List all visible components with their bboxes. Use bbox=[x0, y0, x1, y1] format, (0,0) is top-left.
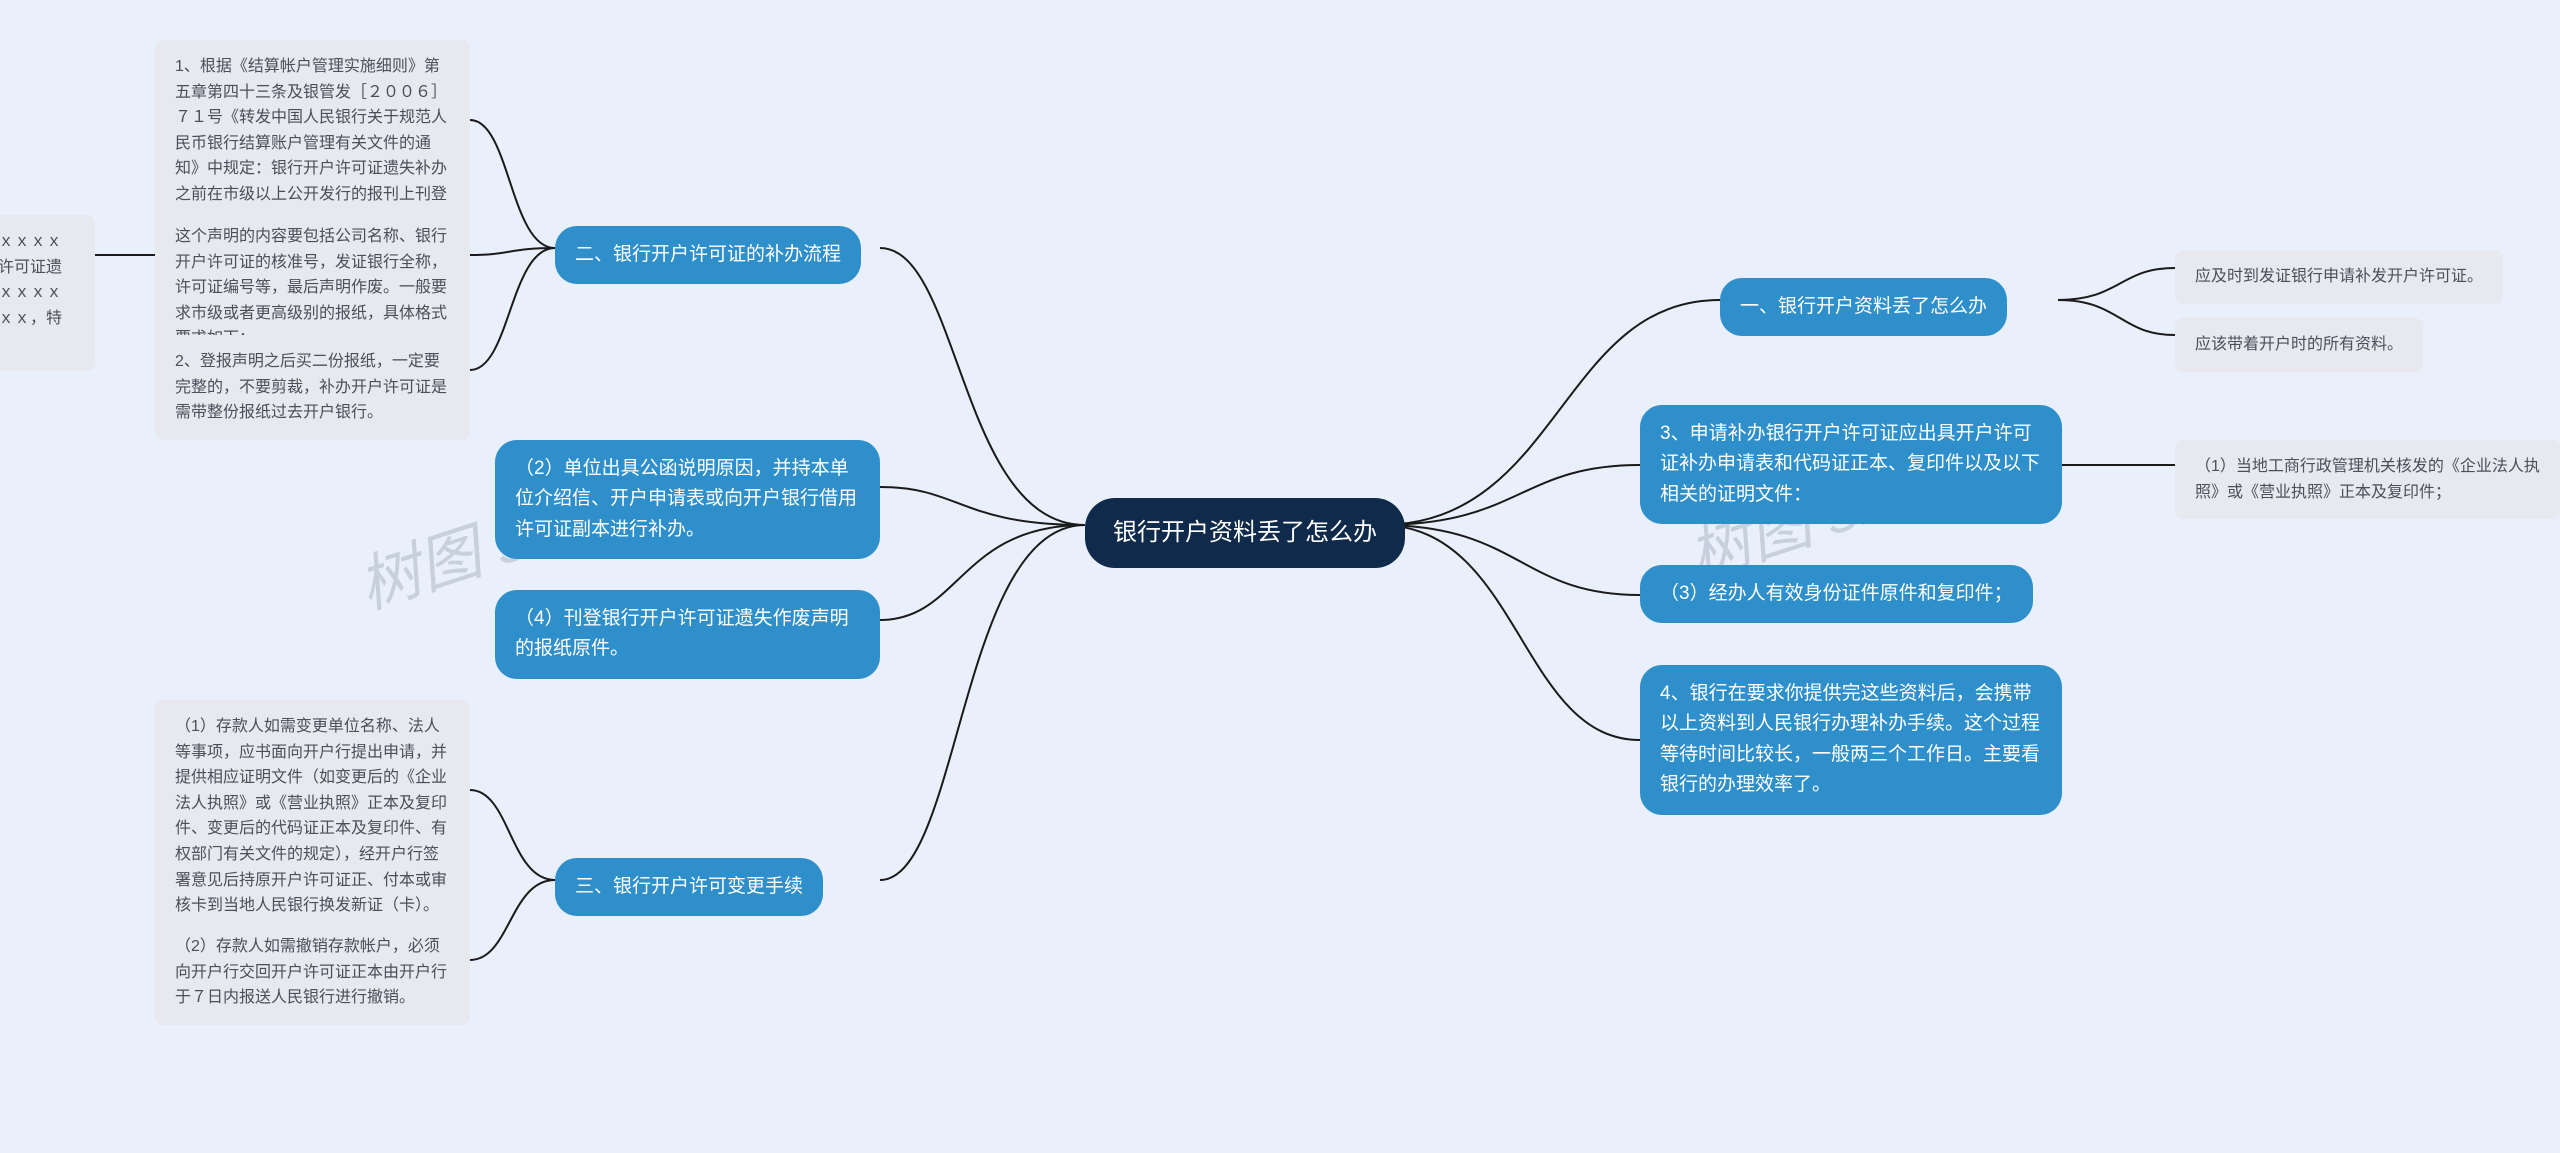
node-l1b-child: ｘｘｘｘｘｘ有限公司不慎将ｘｘｘｘｘ银行ｘｘｘｘ支行银行开户许可证遗失，核准号：… bbox=[0, 215, 95, 371]
node-l1: 二、银行开户许可证的补办流程 bbox=[555, 226, 861, 284]
center-node: 银行开户资料丢了怎么办 bbox=[1085, 498, 1405, 568]
node-r2a: （1）当地工商行政管理机关核发的《企业法人执照》或《营业执照》正本及复印件； bbox=[2175, 440, 2560, 519]
node-l3: （4）刊登银行开户许可证遗失作废声明的报纸原件。 bbox=[495, 590, 880, 679]
node-r2: 3、申请补办银行开户许可证应出具开户许可证补办申请表和代码证正本、复印件以及以下… bbox=[1640, 405, 2062, 524]
node-r3: （3）经办人有效身份证件原件和复印件； bbox=[1640, 565, 2033, 623]
node-r1: 一、银行开户资料丢了怎么办 bbox=[1720, 278, 2007, 336]
node-l4: 三、银行开户许可变更手续 bbox=[555, 858, 823, 916]
node-r1b: 应该带着开户时的所有资料。 bbox=[2175, 318, 2423, 372]
node-l2: （2）单位出具公函说明原因，并持本单位介绍信、开户申请表或向开户银行借用许可证副… bbox=[495, 440, 880, 559]
node-l1c: 2、登报声明之后买二份报纸，一定要完整的，不要剪裁，补办开户许可证是需带整份报纸… bbox=[155, 335, 470, 440]
node-r1a: 应及时到发证银行申请补发开户许可证。 bbox=[2175, 250, 2503, 304]
node-r4: 4、银行在要求你提供完这些资料后，会携带以上资料到人民银行办理补办手续。这个过程… bbox=[1640, 665, 2062, 815]
node-l4a: （1）存款人如需变更单位名称、法人等事项，应书面向开户行提出申请，并提供相应证明… bbox=[155, 700, 470, 933]
node-l4b: （2）存款人如需撤销存款帐户，必须向开户行交回开户许可证正本由开户行于７日内报送… bbox=[155, 920, 470, 1025]
